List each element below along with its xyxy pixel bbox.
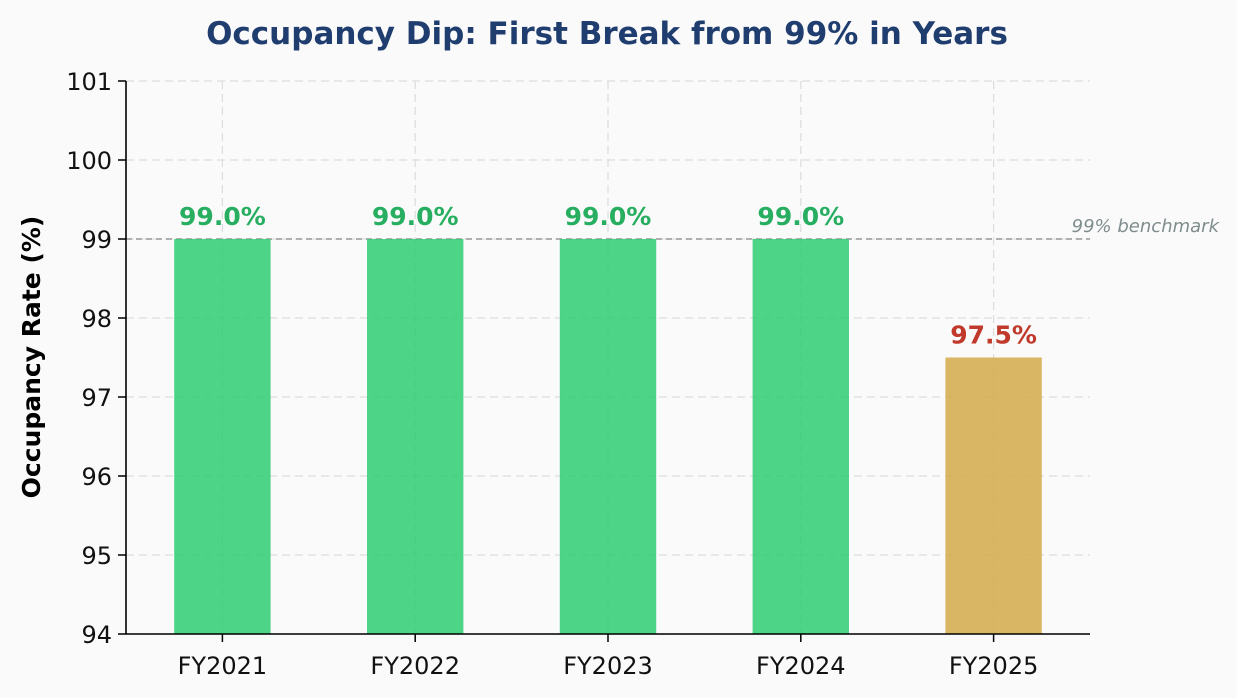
data-label: 97.5%: [950, 321, 1037, 350]
y-tick-label: 96: [81, 463, 112, 491]
y-tick-label: 95: [81, 542, 112, 570]
data-label: 99.0%: [757, 202, 844, 231]
data-labels: 99.0% 99.0% 99.0% 99.0% 97.5%: [179, 202, 1037, 350]
x-tick-label: FY2024: [756, 652, 846, 680]
x-tick-label: FY2021: [178, 652, 268, 680]
bar-fy2021: [174, 239, 271, 634]
x-tick-label: FY2023: [563, 652, 653, 680]
chart-title: Occupancy Dip: First Break from 99% in Y…: [206, 16, 1008, 52]
benchmark-label: 99% benchmark: [1072, 216, 1221, 237]
y-tick-label: 99: [81, 226, 112, 254]
bars: [174, 239, 1042, 634]
bar-fy2025: [945, 357, 1042, 634]
x-tick-label: FY2022: [370, 652, 460, 680]
y-tick-label: 101: [66, 68, 112, 96]
data-label: 99.0%: [372, 202, 459, 231]
y-tick-label: 94: [81, 621, 112, 649]
benchmark-line-group: 99% benchmark: [126, 216, 1221, 240]
data-label: 99.0%: [179, 202, 266, 231]
data-label: 99.0%: [565, 202, 652, 231]
y-tick-label: 97: [81, 384, 112, 412]
y-axis-label: Occupancy Rate (%): [17, 216, 46, 499]
y-tick-label: 100: [66, 147, 112, 175]
bar-fy2022: [367, 239, 464, 634]
y-tick-label: 98: [81, 305, 112, 333]
bar-fy2024: [752, 239, 849, 634]
bar-fy2023: [559, 239, 657, 634]
x-tick-label: FY2025: [949, 652, 1039, 680]
axes: 94 95 96 97 98 99 100 101 FY2021 FY2022 FY2023 FY20…: [66, 68, 1090, 680]
